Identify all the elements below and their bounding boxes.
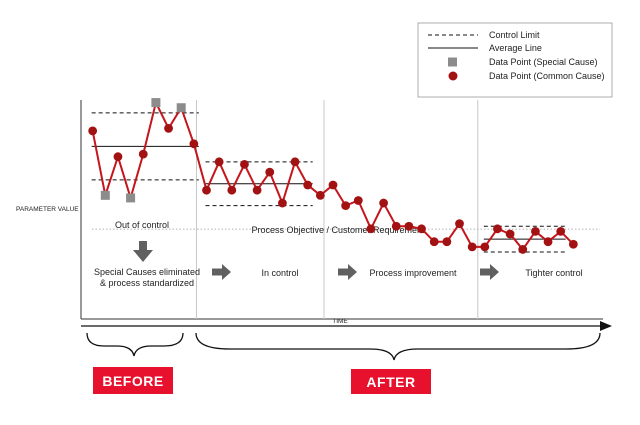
data-point-9 [189, 139, 199, 149]
data-point-special-6 [151, 98, 161, 108]
phase-4-name: Tighter control [525, 268, 582, 278]
data-point-24 [379, 198, 388, 208]
down-arrow [133, 241, 153, 262]
phase-2-name: In control [261, 268, 298, 278]
after-brace [195, 332, 601, 361]
data-point-23 [366, 224, 376, 234]
x-axis-label: TIME [332, 318, 348, 325]
data-point-33 [493, 224, 502, 234]
data-point-32 [480, 242, 490, 252]
data-point-35 [518, 245, 528, 254]
time-axis-arrowhead [600, 321, 612, 331]
data-point-36 [531, 227, 540, 236]
phase-1-action-line-1: Special Causes eliminated [94, 267, 200, 277]
data-point-3 [113, 152, 123, 162]
legend-label-special_cause: Data Point (Special Cause) [489, 57, 598, 67]
data-point-11 [214, 157, 224, 167]
data-point-38 [556, 227, 566, 236]
data-point-22 [353, 196, 363, 205]
data-point-21 [341, 201, 351, 211]
data-point-special-2 [100, 190, 110, 200]
before-badge: BEFORE [93, 367, 173, 394]
objective-label: Process Objective / Customer Requirement [251, 225, 425, 235]
data-point-26 [404, 221, 414, 231]
legend-label-average_line: Average Line [489, 43, 542, 53]
flow-arrow-1 [212, 264, 231, 280]
legend-label-common_cause: Data Point (Common Cause) [489, 71, 605, 81]
data-point-special-8 [176, 103, 186, 113]
data-point-25 [391, 221, 401, 231]
legend-special-cause-symbol [448, 57, 457, 67]
after-badge: AFTER [351, 369, 431, 394]
data-point-27 [417, 224, 426, 234]
data-point-13 [240, 160, 249, 169]
data-point-10 [202, 185, 211, 195]
legend-common-cause-symbol [448, 71, 458, 81]
data-point-19 [315, 190, 325, 200]
data-point-7 [164, 123, 173, 133]
y-axis-label: PARAMETER VALUE [16, 206, 79, 213]
data-point-1 [88, 126, 98, 136]
data-point-39 [568, 239, 578, 249]
flow-arrow-3 [480, 264, 499, 280]
data-point-17 [290, 157, 300, 167]
data-point-16 [278, 198, 287, 208]
legend-label-control_limit: Control Limit [489, 30, 540, 40]
data-point-special-4 [126, 193, 136, 203]
data-point-14 [252, 185, 262, 195]
data-point-31 [467, 242, 477, 252]
data-point-37 [543, 237, 553, 247]
data-point-28 [429, 237, 439, 247]
data-point-20 [328, 180, 338, 190]
phase-1-name: Out of control [115, 220, 169, 230]
phase-3-name: Process improvement [369, 268, 457, 278]
data-point-12 [227, 185, 237, 195]
data-point-5 [138, 149, 148, 159]
flow-arrow-2 [338, 264, 357, 280]
data-point-29 [442, 237, 452, 247]
data-point-18 [303, 180, 313, 190]
data-point-30 [455, 219, 464, 229]
data-point-34 [505, 229, 515, 239]
data-point-15 [265, 167, 275, 177]
before-brace [86, 332, 184, 357]
phase-1-action-line-2: & process standardized [100, 278, 194, 288]
